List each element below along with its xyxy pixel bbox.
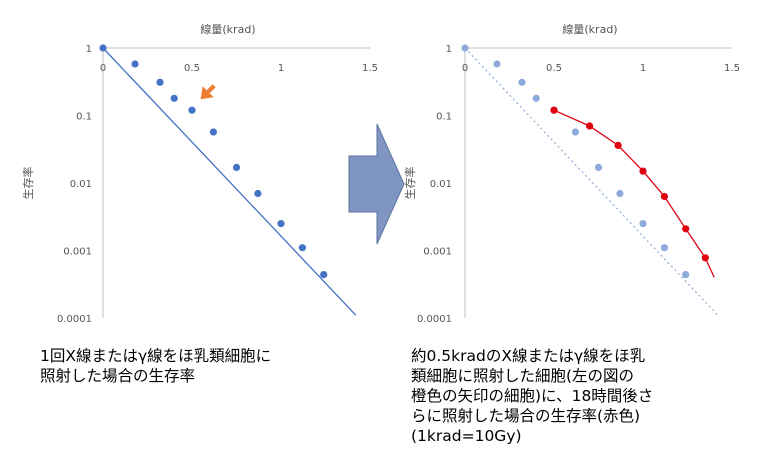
series-1-line: [464, 47, 719, 316]
caption-right-line: 類細胞に照射した細胞(左の図の: [411, 367, 635, 385]
data-point: [518, 78, 526, 86]
data-point: [170, 94, 178, 102]
data-point: [277, 220, 285, 228]
x-tick-label: 1.5: [724, 63, 740, 74]
data-point: [131, 60, 139, 68]
data-point: [232, 163, 241, 171]
data-point: [594, 163, 603, 171]
y-tick-label: 0.1: [436, 112, 452, 123]
data-point: [461, 44, 469, 52]
data-point: [639, 167, 647, 175]
caption-left-line: 照射した場合の生存率: [40, 367, 196, 385]
data-point: [616, 189, 624, 198]
caption-left: 1回X線またはγ線をほ乳類細胞に 照射した場合の生存率: [40, 346, 271, 386]
y-tick-label: 0.0001: [57, 314, 92, 325]
data-point: [298, 244, 306, 252]
x-tick-label: 1: [278, 63, 284, 74]
x-tick-label: 1.5: [362, 63, 378, 74]
data-point: [614, 141, 622, 149]
y-tick-label: 0.001: [63, 247, 92, 258]
data-point: [209, 128, 217, 136]
data-point: [532, 94, 540, 102]
caption-right-line: 橙色の矢印の細胞)に、18時間後さ: [411, 387, 654, 405]
data-point: [639, 220, 647, 228]
data-point: [493, 60, 501, 68]
data-point: [99, 44, 107, 52]
series-1-line: [102, 47, 357, 316]
data-point: [701, 254, 709, 262]
caption-right-line: らに照射した場合の生存率(赤色): [411, 407, 641, 425]
big-transition-arrow: [348, 123, 405, 245]
y-tick-label: 0.0001: [417, 314, 452, 325]
y-axis-title: 生存率: [21, 167, 35, 200]
y-tick-label: 1: [86, 44, 92, 55]
caption-right-line: 約0.5kradのX線またはγ線をほ乳: [411, 347, 646, 365]
data-point: [550, 106, 558, 114]
chart-left: 0 0.5 1 1.5 1 0.1 0.01 0.001 0.0001 線量(krad) 生存率: [21, 22, 378, 325]
x-tick-label: 0.5: [184, 63, 200, 74]
x-axis-title: 線量(krad): [562, 22, 617, 36]
caption-left-line: 1回X線またはγ線をほ乳類細胞に: [40, 347, 272, 365]
x-tick-label: 0.5: [546, 63, 562, 74]
chart-right: 0 0.5 1 1.5 1 0.1 0.01 0.001 0.0001 線量(krad) 生存率: [403, 22, 740, 325]
x-tick-label: 0: [100, 63, 106, 74]
data-point: [188, 106, 196, 114]
y-tick-label: 1: [446, 44, 452, 55]
y-tick-label: 0.01: [430, 179, 452, 190]
caption-right-line: (1krad=10Gy): [411, 427, 522, 445]
x-axis-title: 線量(krad): [200, 22, 255, 36]
data-point: [320, 271, 328, 279]
caption-right: 約0.5kradのX線またはγ線をほ乳 類細胞に照射した細胞(左の図の 橙色の矢…: [411, 346, 653, 446]
data-point: [682, 225, 690, 233]
annotation-arrow: [200, 84, 216, 100]
y-tick-label: 0.1: [76, 112, 92, 123]
series-2-line: [553, 109, 715, 278]
data-point: [586, 122, 594, 130]
y-axis-title: 生存率: [403, 167, 417, 200]
data-point: [254, 189, 262, 198]
y-tick-label: 0.001: [423, 247, 452, 258]
x-tick-label: 0: [462, 63, 468, 74]
data-point: [660, 192, 669, 201]
data-point: [682, 271, 690, 279]
x-tick-label: 1: [640, 63, 646, 74]
data-point: [660, 244, 669, 252]
y-tick-label: 0.01: [70, 179, 92, 190]
data-point: [571, 128, 580, 136]
data-point: [156, 78, 164, 86]
